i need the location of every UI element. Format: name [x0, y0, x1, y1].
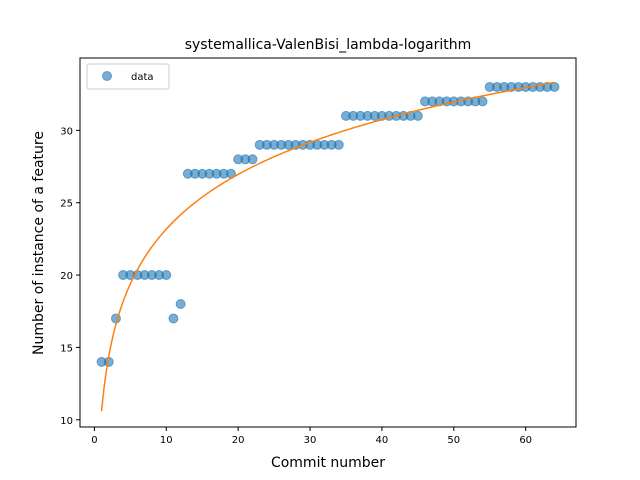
- x-tick-label-20: 20: [232, 435, 245, 446]
- y-tick-label-25: 25: [60, 199, 73, 210]
- y-tick-label-10: 10: [60, 416, 73, 427]
- x-tick-label-0: 0: [91, 435, 97, 446]
- y-axis-label: Number of instance of a feature: [31, 131, 47, 355]
- y-tick-label-15: 15: [60, 343, 73, 354]
- x-tick-label-60: 60: [519, 435, 532, 446]
- legend-marker-data: [103, 72, 112, 81]
- data-point-54: [478, 97, 487, 106]
- data-point-22: [248, 155, 257, 164]
- data-point-11: [169, 314, 178, 323]
- data-point-12: [176, 300, 185, 309]
- x-tick-label-10: 10: [160, 435, 173, 446]
- legend: data: [87, 64, 169, 89]
- chart-title: systemallica-ValenBisi_lambda-logarithm: [185, 37, 472, 53]
- x-tick-label-30: 30: [304, 435, 317, 446]
- legend-label-data: data: [131, 72, 154, 83]
- y-tick-label-20: 20: [60, 271, 73, 282]
- x-axis-label: Commit number: [271, 455, 385, 471]
- data-point-10: [162, 271, 171, 280]
- legend-frame: [87, 64, 169, 89]
- y-tick-label-30: 30: [60, 126, 73, 137]
- data-point-34: [334, 140, 343, 149]
- data-point-45: [413, 111, 422, 120]
- x-tick-label-40: 40: [376, 435, 389, 446]
- x-tick-label-50: 50: [447, 435, 460, 446]
